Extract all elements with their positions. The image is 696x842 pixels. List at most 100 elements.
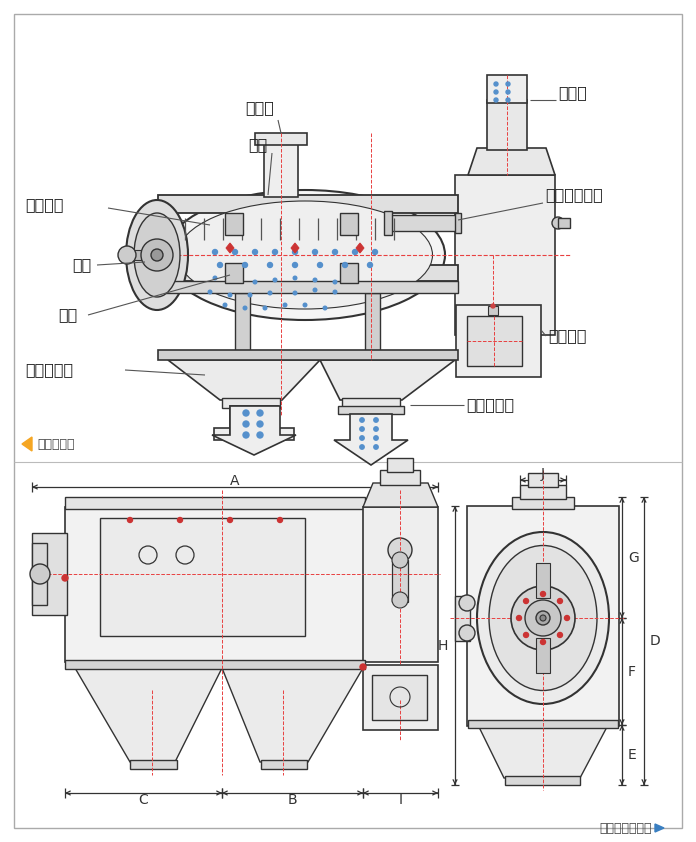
Circle shape [523,632,528,637]
Circle shape [273,249,278,254]
Polygon shape [334,414,408,465]
Circle shape [208,290,212,294]
Bar [158,195,458,213]
Circle shape [516,616,521,621]
Ellipse shape [126,200,188,310]
Circle shape [352,249,358,254]
Text: 主轴: 主轴 [58,307,77,322]
Text: I: I [399,793,402,807]
Circle shape [313,278,317,282]
Bar [100,518,305,636]
Circle shape [459,595,475,611]
Ellipse shape [165,190,445,320]
Bar [261,760,307,769]
Polygon shape [222,668,363,762]
Bar [387,458,413,472]
Circle shape [118,246,136,264]
Text: C: C [139,793,148,807]
Circle shape [293,276,296,280]
Text: F: F [628,664,636,679]
Circle shape [268,291,272,295]
Bar [32,543,47,605]
Text: 粗料出料口: 粗料出料口 [25,363,73,377]
Text: E: E [628,748,637,762]
Circle shape [541,640,546,644]
Ellipse shape [489,546,597,690]
Circle shape [360,664,366,670]
Bar [467,506,619,726]
Polygon shape [363,483,438,507]
Circle shape [257,410,263,416]
Circle shape [557,599,562,604]
Circle shape [541,591,546,596]
Polygon shape [655,824,664,832]
Text: 细料出料口: 细料出料口 [466,397,514,413]
Bar [32,533,67,615]
Bar [528,473,558,487]
Circle shape [232,249,237,254]
Circle shape [257,432,263,438]
Circle shape [323,306,327,310]
Circle shape [494,98,498,102]
Circle shape [491,304,495,308]
Polygon shape [22,437,32,451]
Bar [455,175,555,335]
Circle shape [283,303,287,306]
Bar [520,485,566,499]
Circle shape [151,249,163,261]
Circle shape [257,421,263,427]
Text: 螺旋输送系统: 螺旋输送系统 [545,188,603,202]
Circle shape [274,278,277,282]
Polygon shape [320,360,455,400]
Circle shape [392,592,408,608]
Circle shape [494,82,498,86]
Bar [455,596,470,641]
Circle shape [506,90,510,94]
Bar [558,218,570,228]
Circle shape [293,291,296,295]
Polygon shape [75,668,222,762]
Circle shape [511,586,575,650]
Ellipse shape [477,532,609,704]
Text: 除尘口: 除尘口 [245,100,274,115]
Text: B: B [287,793,297,807]
Bar [130,760,177,769]
Text: G: G [628,551,639,564]
Bar [340,263,358,283]
Bar [255,133,307,145]
Bar [487,100,527,150]
Circle shape [372,249,377,254]
Bar [536,563,550,598]
Polygon shape [356,243,364,253]
Bar [505,776,580,785]
Circle shape [317,263,322,268]
Circle shape [360,445,364,449]
Circle shape [459,625,475,641]
Bar [225,263,243,283]
Bar [235,293,250,353]
Circle shape [243,306,247,310]
Text: H: H [438,638,448,653]
Circle shape [217,263,223,268]
Circle shape [552,217,564,229]
Bar [65,497,365,509]
Bar [363,665,438,730]
Circle shape [141,239,173,271]
Circle shape [333,290,337,294]
Circle shape [564,616,569,621]
Circle shape [212,249,217,254]
Bar [392,560,408,602]
Text: 结构示意图: 结构示意图 [37,438,74,450]
Bar [338,406,404,414]
Text: 驱动电机: 驱动电机 [548,328,587,344]
Bar [363,507,438,662]
Circle shape [494,90,498,94]
Circle shape [333,280,337,284]
Circle shape [374,436,378,440]
Circle shape [333,249,338,254]
Circle shape [360,418,364,422]
Circle shape [242,263,248,268]
Bar [158,281,458,293]
Text: 网架: 网架 [248,137,267,152]
Bar [536,638,550,673]
